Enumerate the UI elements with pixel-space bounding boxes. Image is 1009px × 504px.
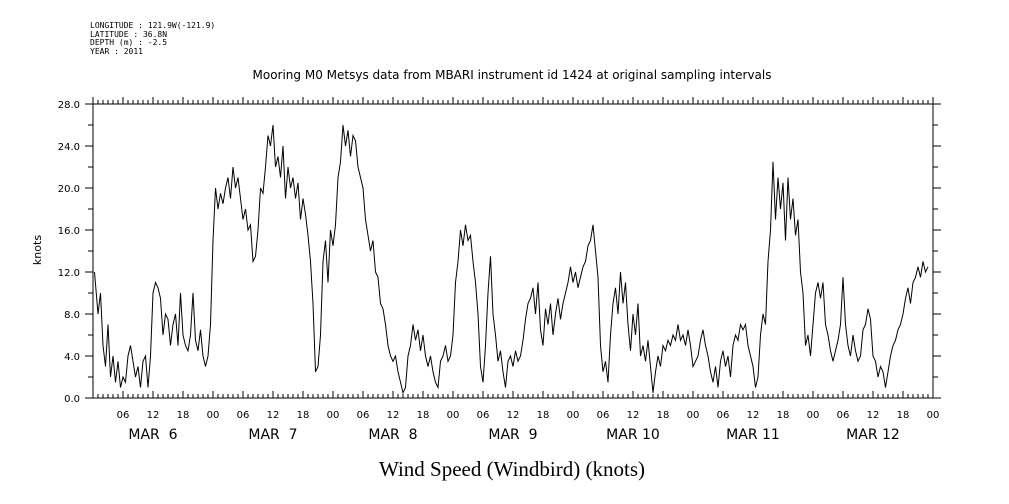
x-hour-label: 06 — [597, 410, 610, 421]
x-hour-label: 18 — [297, 410, 310, 421]
x-hour-label: 12 — [867, 410, 880, 421]
x-hour-label: 12 — [147, 410, 160, 421]
x-hour-label: 18 — [417, 410, 430, 421]
x-hour-label: 00 — [567, 410, 580, 421]
metadata-block: LONGITUDE : 121.9W(-121.9) LATITUDE : 36… — [90, 21, 216, 56]
y-tick-label: 20.0 — [58, 184, 80, 195]
x-day-label: MAR 6 — [128, 427, 177, 443]
chart-title: Mooring M0 Metsys data from MBARI instru… — [253, 68, 772, 82]
x-day-label: MAR 10 — [606, 427, 660, 443]
x-hour-label: 06 — [117, 410, 130, 421]
y-tick-label: 8.0 — [64, 310, 80, 321]
x-hour-label: 06 — [717, 410, 730, 421]
x-hour-label: 06 — [837, 410, 850, 421]
x-hour-label: 18 — [777, 410, 790, 421]
x-hour-label: 06 — [357, 410, 370, 421]
x-hour-label: 06 — [477, 410, 490, 421]
x-hour-label: 12 — [627, 410, 640, 421]
y-tick-label: 16.0 — [58, 226, 80, 237]
x-hour-label: 12 — [507, 410, 520, 421]
x-day-label: MAR 12 — [846, 427, 900, 443]
y-tick-label: 12.0 — [58, 268, 80, 279]
y-tick-label: 0.0 — [64, 394, 80, 405]
plot-area: 0.0 4.0 8.0 12.0 16.0 20.0 24.0 28.0 06 12 18 00 06 1… — [58, 97, 941, 443]
x-hour-label: 00 — [807, 410, 820, 421]
x-hour-label: 00 — [447, 410, 460, 421]
x-hour-label: 18 — [657, 410, 670, 421]
x-hour-label: 00 — [207, 410, 220, 421]
x-hour-label: 18 — [177, 410, 190, 421]
wind-speed-line — [94, 124, 929, 395]
x-day-label: MAR 7 — [248, 427, 297, 443]
x-hour-label: 06 — [237, 410, 250, 421]
y-tick-label: 4.0 — [64, 352, 80, 363]
year-text: YEAR : 2011 — [90, 46, 143, 56]
x-hour-label: 12 — [387, 410, 400, 421]
plot-frame — [92, 103, 934, 399]
x-hour-label: 12 — [747, 410, 760, 421]
x-day-label: MAR 8 — [368, 427, 417, 443]
x-hour-label: 18 — [537, 410, 550, 421]
depth-text: DEPTH (m) : -2.5 — [90, 38, 168, 47]
longitude-text: LONGITUDE : 121.9W(-121.9) — [90, 21, 216, 30]
y-axis-label: knots — [31, 235, 44, 265]
x-hour-label: 18 — [897, 410, 910, 421]
x-day-label: MAR 9 — [488, 427, 537, 443]
x-hour-label: 12 — [267, 410, 280, 421]
y-tick-label: 24.0 — [58, 142, 80, 153]
x-day-label: MAR 11 — [726, 427, 780, 443]
latitude-text: LATITUDE : 36.8N — [90, 29, 168, 39]
x-hour-label: 00 — [687, 410, 700, 421]
x-axis-label: Wind Speed (Windbird) (knots) — [379, 457, 645, 481]
y-tick-label: 28.0 — [58, 100, 80, 111]
x-hour-label: 00 — [327, 410, 340, 421]
x-hour-label: 00 — [927, 410, 940, 421]
